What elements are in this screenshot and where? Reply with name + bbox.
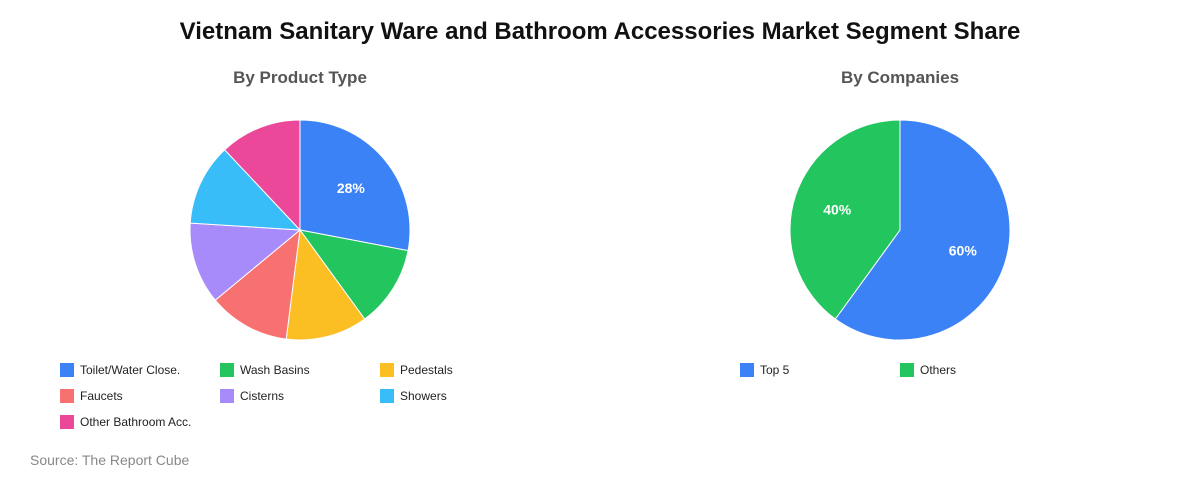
product-type-slice-pedestals: [285, 228, 366, 341]
product-type-slice-other-bathroom-acc: [223, 119, 301, 232]
product-type-legend-swatch: [220, 389, 234, 403]
product-type-slice-wash-basins: [298, 229, 409, 320]
product-type-legend-label: Showers: [400, 389, 447, 403]
source-note: Source: The Report Cube: [30, 452, 190, 468]
product-type-legend-label: Other Bathroom Acc.: [80, 415, 192, 429]
product-type-slice-showers: [189, 149, 302, 231]
product-type-legend-label: Wash Basins: [240, 363, 310, 377]
product-type-legend-label: Faucets: [80, 389, 123, 403]
product-type-legend-swatch: [60, 389, 74, 403]
companies-legend-swatch: [740, 363, 754, 377]
companies-legend-label: Others: [920, 363, 957, 377]
product-type-legend-label: Toilet/Water Close.: [80, 363, 181, 377]
product-type-legend-item-showers: Showers: [380, 388, 447, 404]
companies-pie: 60% 40%: [789, 119, 1011, 341]
product-type-legend-item-pedestals: Pedestals: [380, 362, 453, 378]
companies-label-others: 40%: [823, 202, 852, 218]
product-type-legend-swatch: [380, 363, 394, 377]
product-type-pie: 28%: [189, 119, 411, 341]
companies-legend-item-top-5: Top 5: [740, 362, 789, 378]
companies-subtitle: By Companies: [840, 68, 960, 87]
product-type-slice-toilet-water-close: [299, 119, 411, 252]
product-type-label-toilet-water-close: 28%: [337, 180, 366, 196]
companies-legend-label: Top 5: [760, 363, 790, 377]
product-type-subtitle: By Product Type: [233, 68, 367, 87]
product-type-legend-swatch: [60, 415, 74, 429]
companies-legend-item-others: Others: [900, 362, 956, 378]
product-type-legend-label: Cisterns: [240, 389, 285, 403]
product-type-legend-item-faucets: Faucets: [60, 388, 123, 404]
product-type-legend-item-toilet-water-close: Toilet/Water Close.: [60, 362, 180, 378]
product-type-legend-swatch: [220, 363, 234, 377]
product-type-legend-swatch: [380, 389, 394, 403]
companies-slice-top-5: [834, 119, 1011, 341]
product-type-legend-label: Pedestals: [400, 363, 453, 377]
companies-slice-others: [789, 119, 901, 320]
product-type-slice-cisterns: [189, 222, 302, 301]
product-type-legend-item-cisterns: Cisterns: [220, 388, 284, 404]
product-type-slice-faucets: [214, 228, 301, 340]
product-type-legend-item-wash-basins: Wash Basins: [220, 362, 310, 378]
product-type-legend-swatch: [60, 363, 74, 377]
companies-legend-swatch: [900, 363, 914, 377]
product-type-legend-item-other-bathroom-acc: Other Bathroom Acc.: [60, 414, 191, 430]
chart-title: Vietnam Sanitary Ware and Bathroom Acces…: [179, 18, 1021, 45]
companies-label-top-5: 60%: [949, 242, 978, 258]
